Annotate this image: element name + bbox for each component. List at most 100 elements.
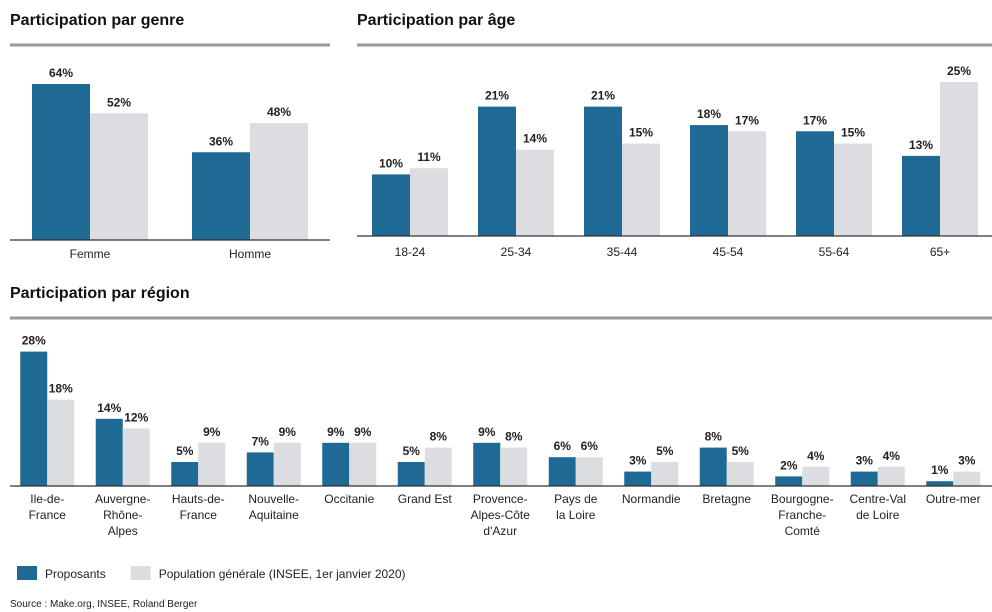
value-label: 9% [327,425,345,439]
value-label: 21% [485,89,509,103]
bar [940,81,978,236]
value-label: 64% [49,66,73,80]
bar [584,106,622,236]
title-rule [357,43,992,47]
value-label: 4% [807,449,825,463]
value-label: 48% [267,105,291,119]
value-label: 15% [841,126,865,140]
bar [122,428,150,486]
value-label: 14% [523,132,547,146]
value-label: 5% [732,444,750,458]
x-tick-label: Ile-de-France [29,492,67,522]
value-label: 36% [209,134,233,148]
x-tick-label: 35-44 [607,245,638,259]
value-label: 4% [883,449,901,463]
bar [902,155,940,236]
x-tick-label: Auvergne-Rhône-Alpes [95,492,150,538]
x-tick-label: Homme [229,247,271,261]
source: Source : Make.org, INSEE, Roland Berger [10,599,198,610]
bar [953,471,981,486]
bar [32,84,90,240]
value-label: 52% [107,95,131,109]
bar [198,442,226,486]
value-label: 14% [97,401,121,415]
bar [622,143,660,236]
bar [397,462,425,486]
bar [728,131,766,236]
x-tick-label: Occitanie [324,492,374,506]
value-label: 13% [909,138,933,152]
value-label: 8% [705,430,723,444]
bar [90,113,148,240]
bar [516,149,554,236]
value-label: 9% [203,425,221,439]
x-tick-label: 55-64 [819,245,850,259]
x-tick-label: Femme [70,247,111,261]
bar [877,466,905,486]
value-label: 1% [931,463,949,477]
x-tick-label: 25-34 [501,245,532,259]
value-label: 3% [856,454,874,468]
bar [47,399,75,486]
bar [372,174,410,236]
chart-title: Participation par âge [357,12,515,29]
value-label: 12% [124,410,148,424]
value-label: 28% [22,334,46,348]
legend-label: Proposants [45,567,106,581]
bar [726,462,754,486]
title-rule [10,316,992,320]
bar [478,106,516,236]
x-tick-label: 45-54 [713,245,744,259]
x-tick-label: Bretagne [702,492,751,506]
bar [834,143,872,236]
bar [575,457,603,486]
value-label: 25% [947,64,971,78]
bar [796,131,834,236]
bar [246,452,274,486]
bar [424,447,452,486]
bar [171,462,199,486]
bar [273,442,301,486]
chart-title: Participation par genre [10,12,184,29]
bar [850,471,878,486]
value-label: 6% [581,439,599,453]
value-label: 17% [803,113,827,127]
bar [322,442,350,486]
value-label: 18% [697,107,721,121]
bar [548,457,576,486]
value-label: 5% [403,444,421,458]
bar [926,481,954,486]
x-tick-label: Grand Est [398,492,453,506]
bar [624,471,652,486]
bar [651,462,679,486]
value-label: 10% [379,156,403,170]
x-tick-label: Centre-Val de Loire [850,492,906,522]
bar [20,351,48,486]
value-label: 8% [505,430,523,444]
value-label: 5% [656,444,674,458]
bar [699,447,727,486]
title-rule [10,43,330,47]
chart-title: Participation par région [10,285,190,302]
value-label: 21% [591,89,615,103]
value-label: 9% [478,425,496,439]
value-label: 7% [252,434,270,448]
bar [802,466,830,486]
x-tick-label: Normandie [622,492,681,506]
value-label: 2% [780,458,798,472]
value-label: 9% [279,425,297,439]
value-label: 5% [176,444,194,458]
x-tick-label: Pays de la Loire [554,492,598,522]
value-label: 3% [629,454,647,468]
value-label: 17% [735,113,759,127]
bar [473,442,501,486]
x-tick-label: Hauts-de-France [172,492,225,522]
bar [95,418,123,486]
value-label: 6% [554,439,572,453]
value-label: 8% [430,430,448,444]
value-label: 18% [49,382,73,396]
value-label: 15% [629,126,653,140]
x-tick-label: Bourgogne-Franche-Comté [771,492,834,538]
